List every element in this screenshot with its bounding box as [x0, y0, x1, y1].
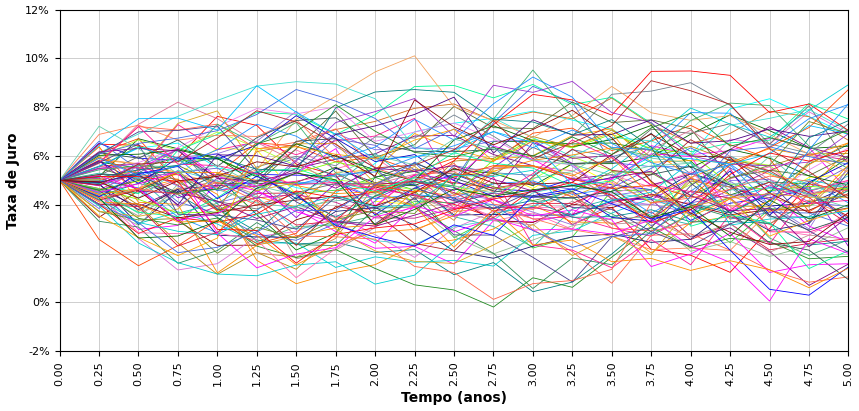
Y-axis label: Taxa de Juro: Taxa de Juro	[5, 132, 20, 229]
X-axis label: Tempo (anos): Tempo (anos)	[401, 391, 507, 405]
